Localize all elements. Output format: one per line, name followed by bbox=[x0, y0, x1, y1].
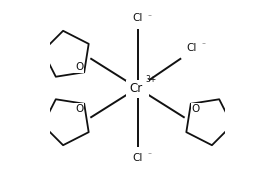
Text: O: O bbox=[75, 62, 83, 72]
Text: ⁻: ⁻ bbox=[147, 13, 151, 22]
Text: Cr: Cr bbox=[129, 81, 142, 95]
Text: ⁻: ⁻ bbox=[201, 41, 205, 50]
Text: Cl: Cl bbox=[132, 13, 143, 23]
Text: Cl: Cl bbox=[186, 43, 197, 53]
Text: O: O bbox=[192, 104, 200, 114]
Text: ⁻: ⁻ bbox=[147, 151, 151, 160]
Text: O: O bbox=[75, 104, 83, 114]
Text: Cl: Cl bbox=[132, 153, 143, 163]
FancyBboxPatch shape bbox=[126, 80, 149, 98]
Text: 3+: 3+ bbox=[145, 75, 156, 84]
